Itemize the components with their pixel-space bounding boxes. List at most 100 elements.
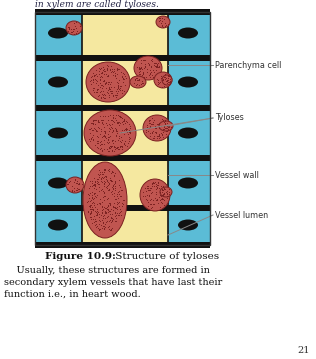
Point [114, 199, 119, 205]
Point [106, 181, 111, 187]
Point [98, 201, 103, 207]
Point [92, 183, 97, 188]
Point [96, 173, 101, 178]
Point [103, 79, 108, 85]
Point [93, 190, 98, 196]
Point [99, 95, 104, 101]
Point [143, 127, 148, 133]
Point [108, 79, 113, 85]
Point [100, 174, 105, 180]
Point [115, 82, 120, 88]
Point [160, 183, 165, 189]
Point [146, 193, 151, 199]
Point [107, 181, 112, 186]
Point [119, 137, 124, 143]
Point [157, 15, 162, 21]
Point [122, 73, 127, 79]
Point [104, 122, 109, 128]
Point [107, 148, 112, 154]
Point [91, 125, 96, 131]
Point [101, 178, 106, 184]
Point [163, 75, 168, 81]
Point [101, 215, 106, 221]
Point [101, 78, 106, 84]
Text: Structure of tyloses: Structure of tyloses [112, 252, 219, 261]
Ellipse shape [66, 21, 82, 35]
Point [88, 216, 94, 222]
Point [110, 143, 115, 149]
Bar [35, 9, 210, 15]
Point [109, 218, 114, 224]
Point [115, 204, 120, 210]
Point [150, 121, 155, 126]
Point [156, 134, 161, 139]
Point [141, 70, 146, 76]
Point [103, 219, 108, 225]
Point [97, 139, 102, 145]
Point [126, 134, 131, 140]
Point [99, 70, 104, 76]
Point [96, 140, 101, 146]
Point [158, 199, 163, 205]
Ellipse shape [83, 162, 127, 238]
Point [108, 125, 113, 130]
Point [102, 124, 107, 130]
Point [146, 203, 151, 209]
Point [137, 65, 142, 71]
Point [152, 201, 157, 206]
Point [107, 112, 112, 118]
Point [161, 81, 166, 87]
Point [166, 123, 171, 129]
Point [102, 68, 107, 74]
Point [156, 135, 161, 141]
Point [102, 183, 107, 189]
Point [100, 213, 106, 219]
Point [91, 87, 96, 93]
Point [114, 201, 119, 207]
Point [115, 121, 120, 126]
Point [98, 89, 103, 95]
Point [151, 135, 156, 141]
Point [90, 178, 95, 184]
Point [116, 113, 121, 118]
Point [91, 191, 96, 197]
Point [97, 77, 102, 83]
Point [71, 185, 76, 191]
Point [114, 133, 119, 139]
Point [71, 179, 76, 185]
Point [94, 177, 99, 182]
Point [113, 205, 118, 211]
Point [125, 141, 130, 146]
Point [110, 68, 115, 74]
Point [88, 138, 93, 144]
Ellipse shape [178, 127, 198, 139]
Text: function i.e., in heart wood.: function i.e., in heart wood. [4, 290, 141, 299]
Point [167, 79, 172, 85]
Point [112, 178, 118, 184]
Point [95, 134, 100, 139]
Point [113, 218, 118, 224]
Point [164, 189, 169, 195]
Point [164, 190, 169, 196]
Point [161, 202, 166, 208]
Point [122, 126, 127, 131]
Point [118, 134, 123, 140]
Point [106, 121, 111, 127]
Point [88, 202, 94, 208]
Point [118, 70, 124, 75]
Point [96, 92, 101, 98]
Point [94, 133, 100, 139]
Point [68, 27, 73, 32]
Point [162, 125, 167, 131]
Point [122, 116, 127, 122]
Point [101, 93, 106, 98]
Point [145, 124, 150, 130]
Point [144, 192, 149, 198]
Point [113, 94, 118, 99]
Point [153, 195, 158, 200]
Point [148, 121, 153, 126]
Point [156, 185, 161, 190]
Point [161, 190, 166, 196]
Point [117, 120, 122, 126]
Point [102, 225, 107, 230]
